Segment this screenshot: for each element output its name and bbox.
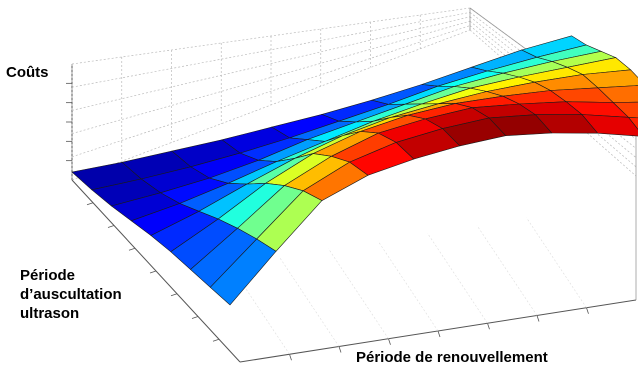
- grid-line: [469, 29, 637, 177]
- x-tick: [388, 338, 391, 345]
- x-tick: [289, 354, 292, 361]
- grid-line: [71, 16, 471, 111]
- x-axis-label: Période de renouvellement: [356, 349, 548, 366]
- grid-line: [526, 217, 587, 308]
- grid-line: [71, 29, 471, 181]
- y-axis-label-line: d’auscultation: [20, 286, 122, 303]
- grid-line: [427, 233, 488, 324]
- y-axis-label-line: ultrason: [20, 305, 80, 322]
- y-tick: [128, 247, 136, 251]
- grid-line: [476, 225, 538, 316]
- y-tick: [191, 316, 199, 319]
- y-tick: [149, 270, 157, 274]
- x-tick: [437, 330, 441, 338]
- grid-line: [71, 7, 471, 65]
- x-tick: [586, 307, 589, 314]
- y-axis-label: Période d’auscultation ultrason: [20, 266, 122, 323]
- grid-line: [328, 248, 389, 339]
- x-tick: [536, 315, 540, 322]
- surface-facet: [209, 238, 277, 306]
- y-tick: [212, 338, 220, 342]
- grid-line: [71, 20, 471, 134]
- x-tick: [487, 323, 490, 330]
- grid-line: [377, 240, 439, 332]
- y-tick: [170, 293, 178, 297]
- x-tick: [338, 346, 342, 353]
- surface-mesh: [71, 35, 638, 306]
- grid-line: [278, 256, 340, 347]
- y-tick: [107, 225, 115, 228]
- y-tick: [86, 202, 94, 206]
- y-axis-label-line: Période: [20, 267, 76, 284]
- grid-line: [71, 12, 471, 88]
- grid-line: [71, 25, 471, 158]
- z-axis-label: Coûts: [6, 64, 49, 81]
